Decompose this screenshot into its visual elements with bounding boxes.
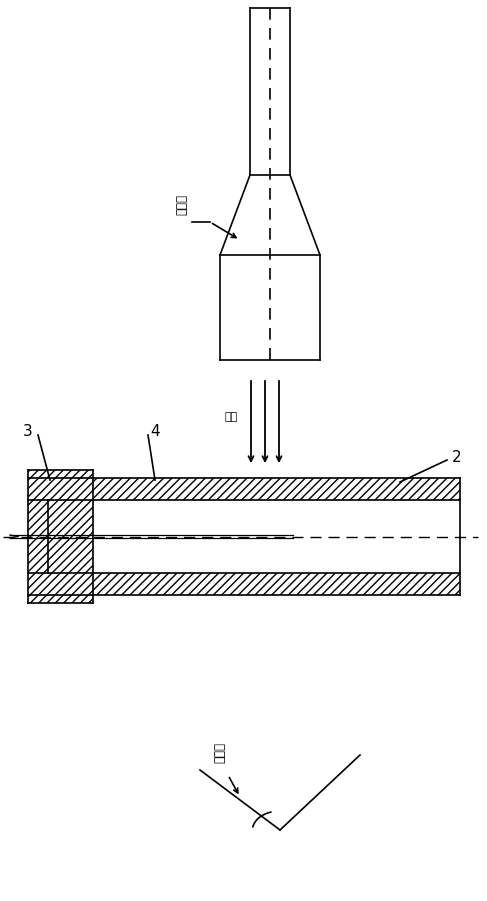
Bar [28, 478, 460, 500]
Text: 光线: 光线 [225, 412, 238, 422]
Bar [28, 470, 93, 603]
Bar [48, 500, 93, 573]
Text: 3: 3 [23, 423, 33, 439]
Text: 4: 4 [150, 423, 160, 439]
Bar [28, 573, 460, 595]
Bar [48, 500, 93, 573]
Text: 毛细管: 毛细管 [175, 194, 188, 215]
Text: 2: 2 [452, 450, 462, 466]
Text: 入射角: 入射角 [213, 742, 226, 763]
